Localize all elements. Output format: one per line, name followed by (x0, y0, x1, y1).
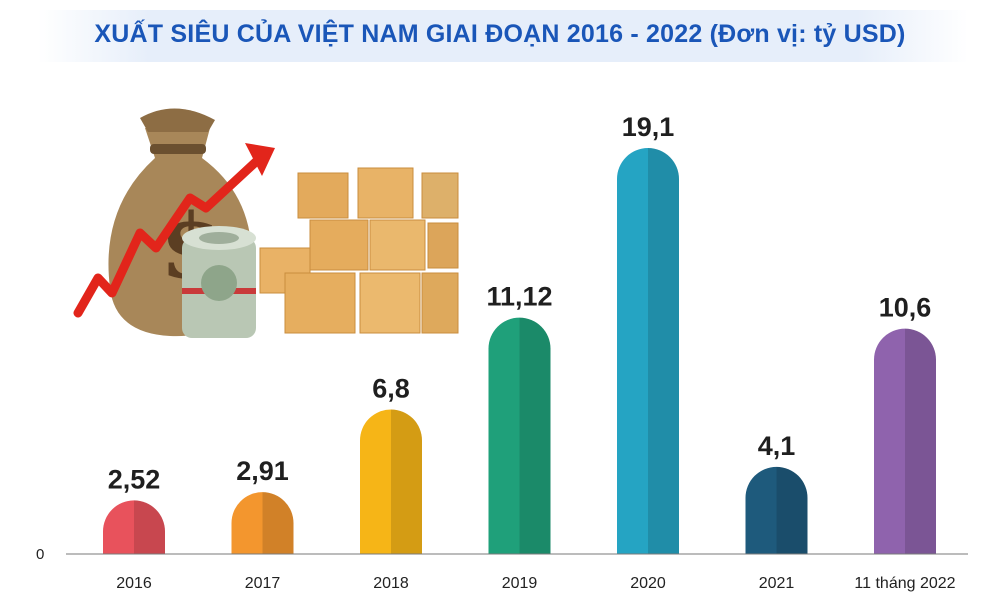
illustration: $ (73, 108, 459, 338)
bar (488, 317, 551, 554)
value-label: 2,91 (236, 456, 289, 486)
x-tick-label: 11 tháng 2022 (854, 575, 955, 592)
bar-left-face (745, 466, 777, 554)
bar-right-face (648, 148, 679, 554)
bars-layer (103, 148, 936, 554)
bar-right-face (262, 492, 294, 554)
bar-right-face (519, 317, 551, 554)
labels-layer: 2,52 2016 2,91 2017 6,8 2018 11,12 2019 19,1 2020… (108, 112, 956, 592)
bar-left-face (874, 328, 905, 554)
bar-right-face (905, 328, 936, 554)
x-tick-label: 2021 (759, 575, 795, 592)
y-tick-label: 0 (36, 546, 44, 563)
bar (231, 492, 294, 554)
value-label: 10,6 (879, 293, 932, 323)
bar-left-face (360, 409, 391, 554)
bar (874, 328, 936, 554)
chart-title: XUẤT SIÊU CỦA VIỆT NAM GIAI ĐOẠN 2016 - … (94, 20, 906, 48)
x-tick-label: 2017 (245, 575, 281, 592)
bar-right-face (776, 466, 808, 554)
bar-right-face (134, 500, 165, 554)
growth-arrow-icon (73, 143, 275, 318)
bar (103, 500, 165, 554)
x-tick-label: 2019 (502, 575, 538, 592)
title-band (38, 10, 968, 62)
bar-left-face (617, 148, 648, 554)
bar (360, 409, 422, 554)
cardboard-boxes-icon (259, 167, 459, 334)
bar-left-face (231, 492, 263, 554)
dollar-roll-icon (182, 226, 256, 338)
value-label: 4,1 (758, 431, 796, 461)
value-label: 19,1 (622, 112, 675, 142)
value-label: 11,12 (486, 282, 552, 312)
bar-left-face (488, 317, 520, 554)
bar-left-face (103, 500, 134, 554)
bar-right-face (391, 409, 422, 554)
x-tick-label: 2020 (630, 575, 666, 592)
bar (745, 466, 808, 554)
value-label: 2,52 (108, 464, 161, 494)
bar (617, 148, 679, 554)
value-label: 6,8 (372, 373, 410, 403)
x-tick-label: 2016 (116, 575, 152, 592)
x-tick-label: 2018 (373, 575, 409, 592)
